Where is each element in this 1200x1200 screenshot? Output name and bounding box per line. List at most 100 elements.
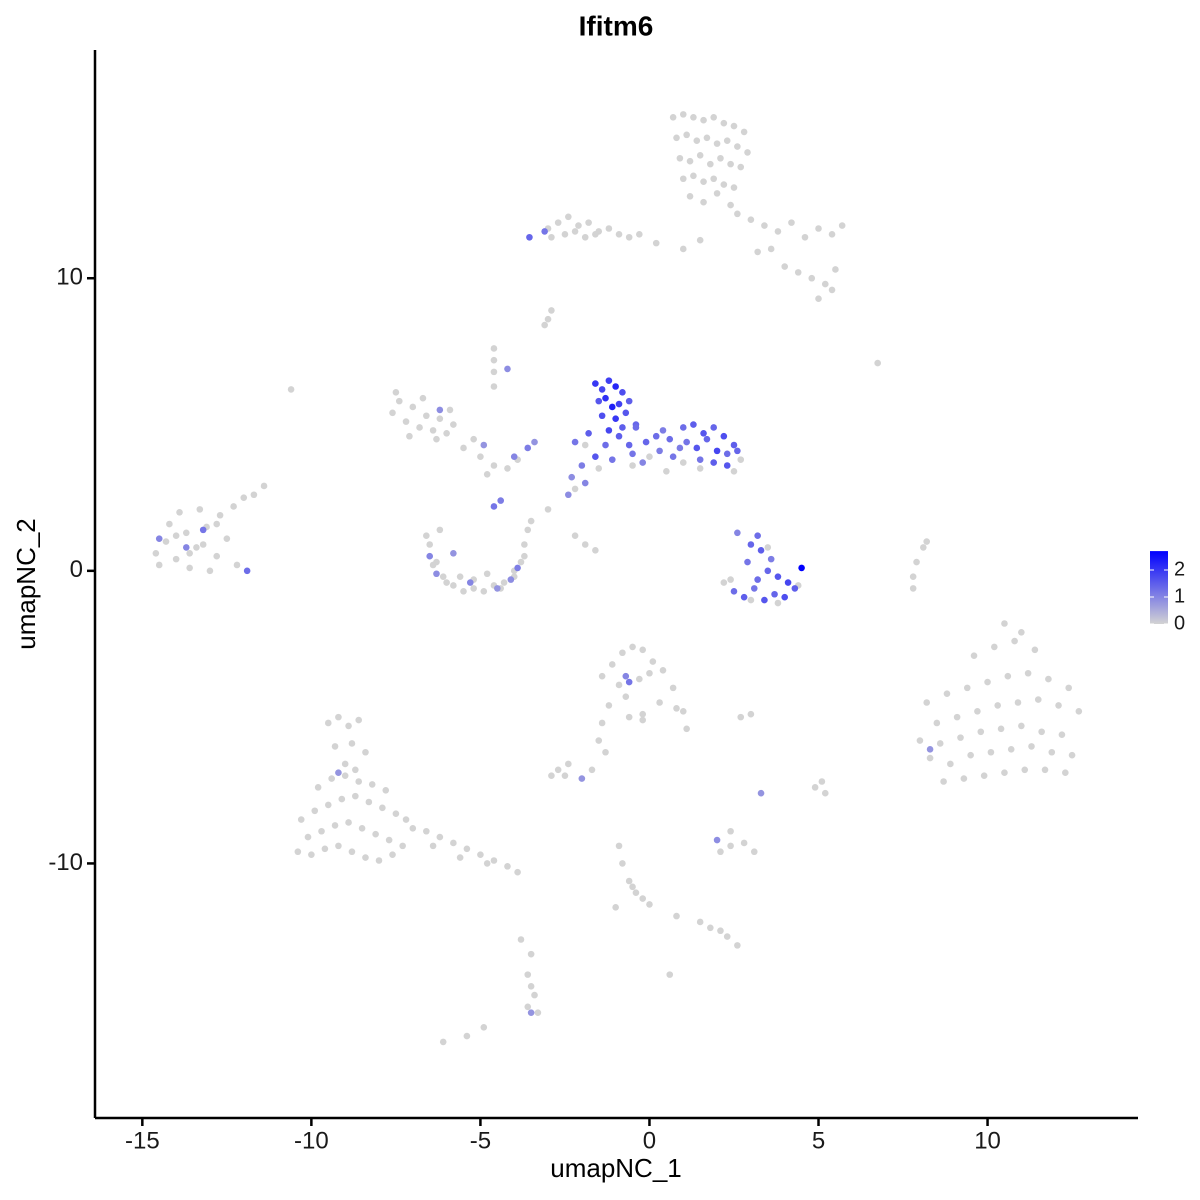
point xyxy=(490,462,498,469)
point xyxy=(730,441,738,449)
point xyxy=(642,438,650,446)
point xyxy=(605,225,613,232)
point xyxy=(395,397,403,405)
point xyxy=(1068,751,1076,759)
point xyxy=(243,567,251,575)
point xyxy=(595,397,603,405)
point xyxy=(527,1009,535,1016)
point xyxy=(828,231,836,238)
point xyxy=(838,222,846,229)
point xyxy=(1045,675,1052,683)
point xyxy=(970,652,978,659)
point xyxy=(456,573,464,580)
point xyxy=(909,585,917,592)
point xyxy=(933,719,941,727)
point xyxy=(980,772,988,779)
point xyxy=(328,775,335,782)
point xyxy=(368,781,376,788)
point xyxy=(696,236,704,244)
point xyxy=(679,424,687,431)
point xyxy=(764,567,772,575)
point xyxy=(450,839,457,847)
point xyxy=(571,532,579,540)
point xyxy=(548,233,555,241)
point xyxy=(734,529,741,537)
point xyxy=(713,190,721,197)
point xyxy=(602,748,609,756)
point xyxy=(619,389,626,396)
point xyxy=(615,400,623,408)
point xyxy=(686,157,694,165)
point xyxy=(710,113,718,121)
point xyxy=(206,567,214,575)
point xyxy=(953,713,961,721)
point xyxy=(1014,699,1022,706)
point xyxy=(308,851,315,858)
point xyxy=(517,558,525,566)
point xyxy=(696,456,704,463)
point xyxy=(815,225,822,232)
point xyxy=(936,740,944,747)
point xyxy=(581,479,589,487)
point xyxy=(592,231,599,238)
point xyxy=(625,441,633,449)
point xyxy=(1058,731,1066,738)
point xyxy=(297,816,305,823)
point xyxy=(423,412,430,420)
point xyxy=(477,851,484,858)
point xyxy=(676,154,684,162)
x-tick-label: 0 xyxy=(643,1127,656,1154)
point xyxy=(730,122,738,130)
point xyxy=(460,588,467,595)
point xyxy=(223,535,231,542)
point xyxy=(811,784,819,791)
point xyxy=(767,555,775,563)
point xyxy=(507,576,515,583)
point xyxy=(352,792,359,800)
point xyxy=(531,991,538,999)
point xyxy=(615,432,623,440)
point xyxy=(781,263,788,270)
point xyxy=(565,213,572,221)
point xyxy=(666,971,674,978)
point xyxy=(389,409,396,417)
point xyxy=(815,295,822,303)
point xyxy=(578,462,586,469)
point xyxy=(571,485,579,493)
point xyxy=(659,667,667,674)
point xyxy=(402,418,410,425)
point xyxy=(172,555,180,563)
point xyxy=(372,830,379,838)
point xyxy=(554,766,562,774)
point xyxy=(612,904,619,911)
point xyxy=(625,678,633,686)
point xyxy=(423,532,430,540)
point xyxy=(450,549,457,557)
point xyxy=(304,833,312,841)
point xyxy=(707,160,714,168)
point xyxy=(984,678,991,686)
point xyxy=(747,216,755,224)
y-axis-title: umapNC_2 xyxy=(11,518,41,650)
point xyxy=(821,789,829,797)
point xyxy=(375,857,383,864)
point xyxy=(977,728,985,736)
point xyxy=(700,198,707,206)
point xyxy=(615,842,623,850)
point xyxy=(798,564,805,572)
point xyxy=(433,435,440,443)
point xyxy=(943,690,951,698)
point xyxy=(581,233,589,241)
point xyxy=(341,772,349,779)
point xyxy=(1031,646,1039,654)
point xyxy=(595,737,603,744)
point xyxy=(994,702,1001,709)
chart-title: Ifitm6 xyxy=(579,10,654,41)
point xyxy=(409,403,417,411)
point xyxy=(527,950,535,958)
point xyxy=(392,389,400,396)
point xyxy=(963,684,971,692)
point xyxy=(717,848,724,856)
point xyxy=(544,315,552,323)
